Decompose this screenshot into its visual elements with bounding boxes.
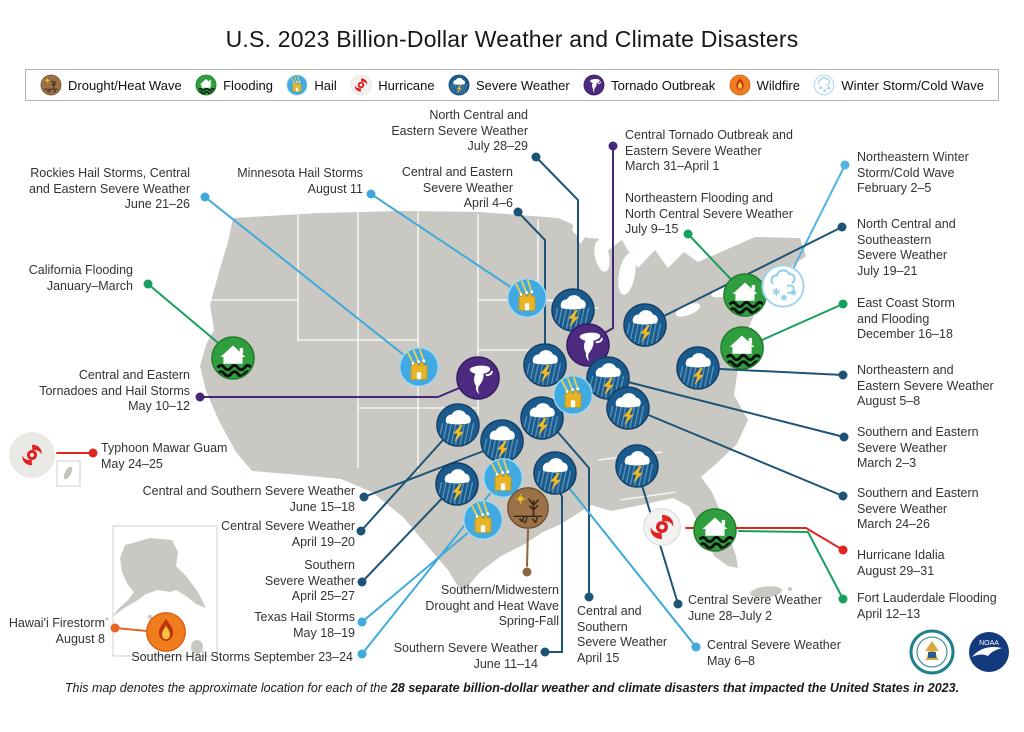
legend-item-hurricane: Hurricane — [350, 74, 435, 96]
event-dot-minnesota-hail — [366, 189, 376, 199]
event-line-tornadoes-hail-may10 — [199, 382, 472, 398]
winter-icon — [813, 74, 835, 96]
event-line-south-east-mar2 — [627, 381, 845, 438]
legend-bar: Drought/Heat Wave Flooding Hail Hurrican… — [25, 69, 999, 101]
event-line-south-east-mar24 — [645, 413, 844, 497]
event-dot-southern-jun11 — [540, 647, 550, 657]
state-borders — [208, 212, 677, 501]
legend-item-flooding: Flooding — [195, 74, 273, 96]
event-dot-typhoon-mawar — [88, 448, 98, 458]
severe-icon — [448, 74, 470, 96]
event-line-southern-apr25 — [361, 489, 451, 583]
event-line-central-apr19 — [360, 429, 453, 532]
event-dot-california-flooding — [143, 279, 153, 289]
event-dot-texas-hail — [357, 617, 367, 627]
footer-text: This map denotes the approximate locatio… — [64, 681, 391, 695]
event-dot-east-coast-dec16 — [838, 299, 848, 309]
event-dot-north-central-jul28 — [531, 152, 541, 162]
event-line-fort-lauderdale — [738, 530, 844, 600]
event-dot-south-east-mar2 — [839, 432, 849, 442]
noaa-logo-text: NOAA — [979, 640, 999, 647]
hurricane-icon — [350, 74, 372, 96]
tornado-icon — [583, 74, 605, 96]
event-dot-nc-se-jul19 — [837, 222, 847, 232]
legend-item-label: Winter Storm/Cold Wave — [841, 77, 984, 93]
event-line-minnesota-hail — [370, 193, 528, 299]
legend-item-label: Hail — [314, 77, 337, 93]
event-line-central-may6 — [565, 483, 697, 648]
event-line-central-southern-jun15 — [363, 446, 495, 498]
event-line-texas-hail — [361, 525, 477, 623]
event-dot-fort-lauderdale — [838, 594, 848, 604]
legend-item-label: Hurricane — [378, 77, 435, 93]
event-line-hawaii-firestorm — [114, 627, 148, 632]
event-dot-central-may6 — [691, 642, 701, 652]
legend-item-label: Tornado Outbreak — [611, 77, 716, 93]
noaa-logo: NOAA — [969, 632, 1009, 672]
drought-icon — [40, 74, 62, 96]
event-dot-central-apr19 — [356, 526, 366, 536]
wildfire-icon — [729, 74, 751, 96]
event-dot-drought-heat-wave — [522, 567, 532, 577]
event-dot-central-jun28 — [673, 599, 683, 609]
event-line-north-central-jul28 — [535, 156, 579, 297]
event-dot-ne-eastern-aug5 — [838, 370, 848, 380]
great-lakes — [572, 225, 733, 317]
event-line-tornado-outbreak-mar31 — [590, 145, 614, 342]
event-dot-rockies-hail — [200, 192, 210, 202]
event-line-central-southern-apr15 — [555, 429, 590, 598]
event-dot-southern-apr25 — [357, 577, 367, 587]
event-line-central-eastern-apr4 — [517, 211, 546, 353]
event-line-ne-flooding-jul9 — [687, 233, 744, 293]
legend-item-label: Severe Weather — [476, 77, 570, 93]
doc-seal-logo — [909, 629, 955, 675]
event-dot-hurricane-idalia — [838, 545, 848, 555]
footer-bold-text: 28 separate billion-dollar weather and c… — [390, 681, 960, 695]
legend-item-label: Wildfire — [756, 77, 800, 93]
legend-item-label: Drought/Heat Wave — [68, 77, 182, 93]
legend-item-severe: Severe Weather — [448, 74, 570, 96]
footer-note: This map denotes the approximate locatio… — [0, 681, 1024, 695]
event-line-rockies-hail — [204, 196, 420, 368]
event-line-nc-se-jul19 — [649, 226, 843, 324]
puerto-rico — [750, 586, 792, 598]
event-dot-ne-flooding-jul9 — [683, 229, 693, 239]
legend-item-drought: Drought/Heat Wave — [40, 74, 182, 96]
event-dot-central-southern-jun15 — [359, 492, 369, 502]
guam-shape — [63, 466, 73, 480]
hail-icon — [286, 74, 308, 96]
event-line-ne-winter-feb2 — [785, 164, 846, 284]
event-dot-ne-winter-feb2 — [840, 160, 850, 170]
event-dot-hawaii-firestorm — [110, 623, 120, 633]
event-dot-tornadoes-hail-may10 — [195, 392, 205, 402]
legend-item-hail: Hail — [286, 74, 337, 96]
event-dot-southern-hail — [357, 649, 367, 659]
event-line-california-flooding — [147, 283, 230, 353]
event-line-ne-eastern-aug5 — [719, 368, 844, 376]
event-line-east-coast-dec16 — [745, 303, 844, 348]
event-line-southern-jun11 — [544, 484, 563, 653]
event-line-drought-heat-wave — [526, 529, 529, 567]
legend-item-tornado: Tornado Outbreak — [583, 74, 715, 96]
legend-item-wildfire: Wildfire — [729, 74, 800, 96]
flooding-icon — [195, 74, 217, 96]
event-dot-central-eastern-apr4 — [513, 207, 523, 217]
legend-item-winter: Winter Storm/Cold Wave — [813, 74, 984, 96]
alaska-shape — [112, 538, 206, 617]
page-title: U.S. 2023 Billion-Dollar Weather and Cli… — [225, 26, 799, 52]
event-dot-central-southern-apr15 — [584, 592, 594, 602]
event-dot-tornado-outbreak-mar31 — [608, 141, 618, 151]
legend-item-label: Flooding — [223, 77, 273, 93]
event-dot-south-east-mar24 — [838, 491, 848, 501]
